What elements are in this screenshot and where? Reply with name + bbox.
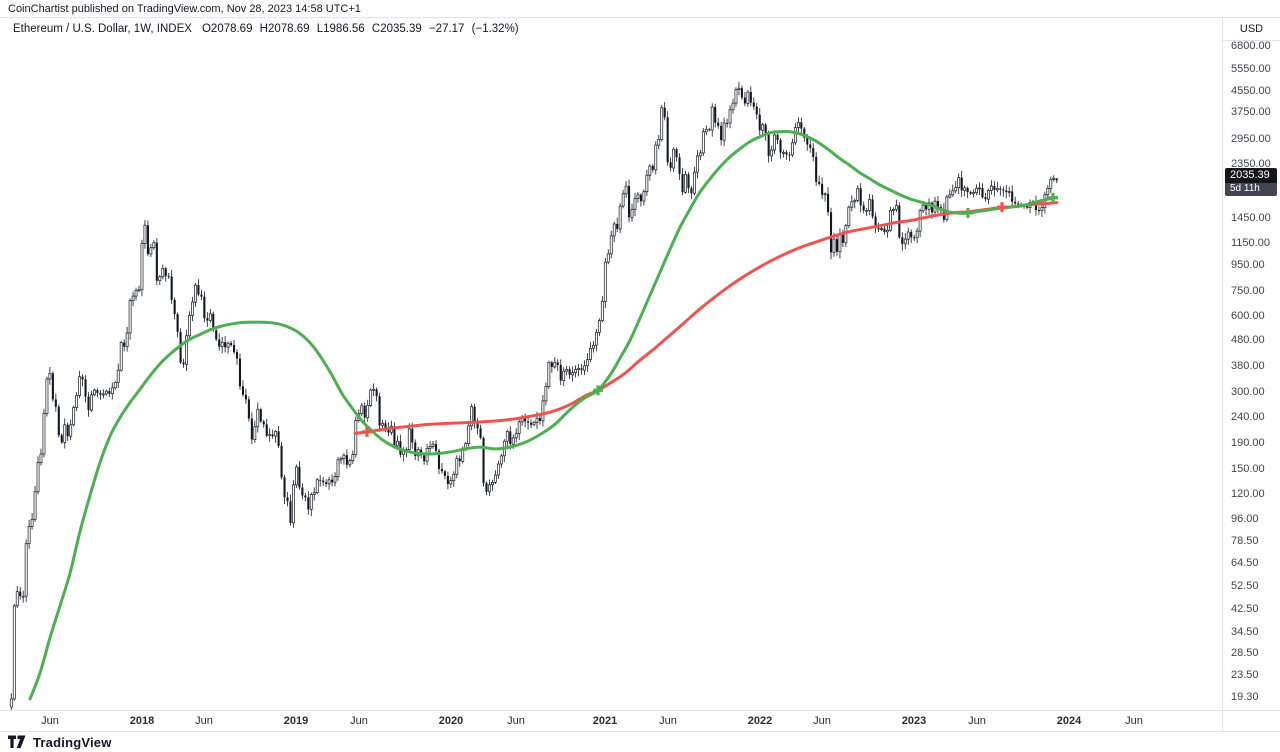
x-tick-year-label: 2022 (747, 715, 773, 727)
candlestick-chart[interactable] (0, 41, 1222, 710)
y-tick-label: 600.00 (1231, 309, 1265, 322)
y-tick-label: 2950.00 (1231, 132, 1271, 145)
x-tick-year-label: 2019 (283, 715, 309, 727)
y-tick-label: 4550.00 (1231, 84, 1271, 97)
y-tick-label: 190.00 (1231, 437, 1265, 450)
cross-marker (1048, 192, 1058, 203)
y-tick-label: 750.00 (1231, 284, 1265, 297)
x-tick-month-label: Jun (659, 715, 677, 727)
y-tick-label: 3750.00 (1231, 106, 1271, 119)
symbol-title: Ethereum / U.S. Dollar, 1W, INDEX (13, 23, 192, 35)
last-price-value: 2035.39 (1225, 167, 1277, 183)
y-tick-label: 52.50 (1231, 579, 1259, 592)
currency-label: USD (1239, 23, 1264, 35)
publish-info-text: CoinChartist published on TradingView.co… (8, 3, 361, 15)
tradingview-logo-icon[interactable] (8, 735, 27, 749)
y-tick-label: 6800.00 (1231, 41, 1271, 53)
y-tick-label: 64.50 (1231, 556, 1259, 569)
x-tick-year-label: 2021 (592, 715, 618, 727)
symbol-legend: Ethereum / U.S. Dollar, 1W, INDEX O2078.6… (0, 18, 1222, 41)
y-tick-label: 42.50 (1231, 603, 1259, 616)
y-tick-label: 78.50 (1231, 535, 1259, 548)
bar-countdown: 5d 11h (1225, 182, 1277, 196)
chart-widget: Ethereum / U.S. Dollar, 1W, INDEX O2078.6… (0, 17, 1280, 731)
cross-marker (593, 385, 603, 396)
up-candles (9, 87, 1056, 708)
y-tick-label: 150.00 (1231, 463, 1265, 476)
ma-slow-line (353, 201, 1059, 435)
price-axis-header: USD (1222, 18, 1280, 41)
x-tick-year-label: 2024 (1056, 715, 1082, 727)
y-tick-label: 300.00 (1231, 386, 1265, 399)
y-tick-label: 2350.00 (1231, 158, 1271, 171)
time-axis[interactable]: Jun 2018 Jun 2019 Jun 2020 Jun 2021 Jun 2022 Jun 20… (0, 710, 1222, 731)
y-tick-label: 480.00 (1231, 334, 1265, 347)
x-tick-month-label: Jun (350, 715, 368, 727)
x-tick-month-label: Jun (1125, 715, 1143, 727)
publish-info-bar: CoinChartist published on TradingView.co… (0, 0, 1280, 17)
x-tick-month-label: Jun (195, 715, 213, 727)
x-tick-year-label: 2018 (129, 715, 155, 727)
y-tick-label: 23.50 (1231, 668, 1259, 681)
x-tick-year-label: 2023 (901, 715, 927, 727)
y-tick-label: 120.00 (1231, 488, 1265, 501)
cross-marker (362, 426, 372, 437)
y-tick-label: 240.00 (1231, 411, 1265, 424)
last-price-badge: 2035.39 5d 11h (1225, 167, 1277, 196)
x-tick-month-label: Jun (507, 715, 525, 727)
down-candles (19, 88, 1058, 597)
y-tick-label: 950.00 (1231, 258, 1265, 271)
y-tick-label: 96.00 (1231, 512, 1259, 525)
candle-wicks (10, 81, 1058, 710)
footer-bar: TradingView (0, 731, 1280, 752)
y-tick-label: 34.50 (1231, 626, 1259, 639)
y-tick-label: 5550.00 (1231, 62, 1271, 75)
cross-marker (997, 202, 1007, 213)
y-tick-label: 380.00 (1231, 360, 1265, 373)
x-tick-month-label: Jun (968, 715, 986, 727)
y-tick-label: 28.50 (1231, 647, 1259, 660)
x-tick-month-label: Jun (813, 715, 831, 727)
ohlc-values: O2078.69 H2078.69 L1986.56 C2035.39 −27.… (201, 23, 519, 35)
axis-corner (1222, 710, 1280, 731)
chart-pane[interactable] (0, 41, 1222, 710)
y-tick-label: 1450.00 (1231, 211, 1271, 224)
price-axis[interactable]: 6800.00 5550.00 4550.00 3750.00 2950.00 2350.… (1222, 41, 1280, 710)
cross-marker (963, 207, 973, 218)
x-tick-year-label: 2020 (438, 715, 464, 727)
ma-fast-line (28, 130, 1058, 701)
y-tick-label: 19.30 (1231, 690, 1259, 703)
x-tick-month-label: Jun (41, 715, 59, 727)
y-tick-label: 1150.00 (1231, 237, 1270, 250)
tradingview-brand-text[interactable]: TradingView (33, 734, 112, 750)
